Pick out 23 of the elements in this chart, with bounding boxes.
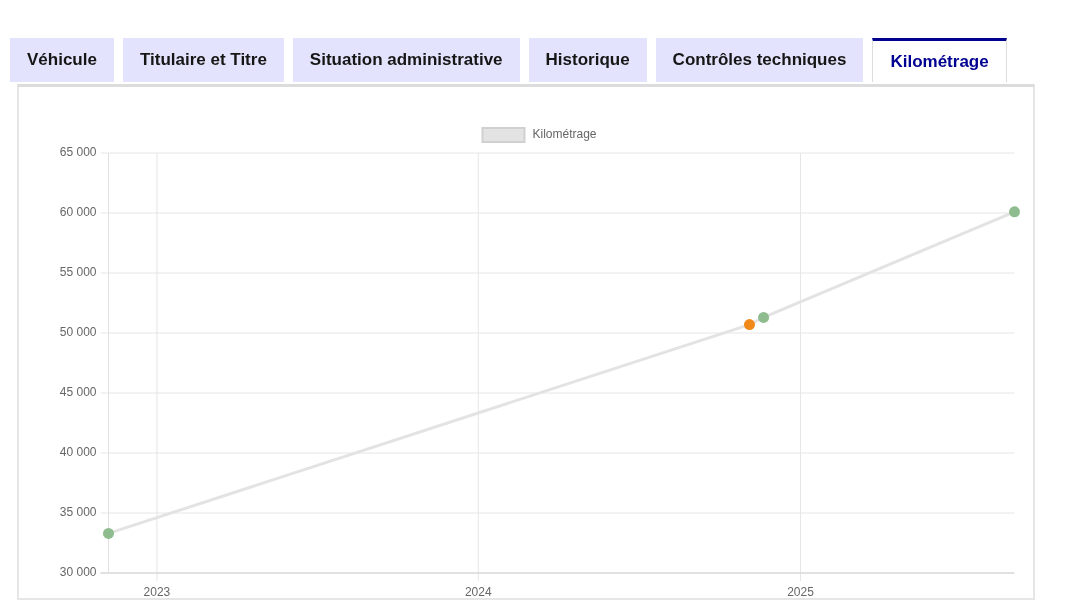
x-tick-label: 2024: [464, 585, 492, 600]
tab: Titulaire et Titre: [122, 38, 284, 82]
y-tick-label: 45 000: [59, 385, 97, 400]
y-tick-label: 60 000: [59, 205, 97, 220]
y-tick-label: 35 000: [59, 505, 97, 520]
tab: Contrôles techniques: [655, 38, 864, 82]
y-tick-label: 30 000: [59, 565, 97, 580]
tab: Situation administrative: [292, 38, 520, 82]
point: [103, 527, 114, 539]
active-tab: Kilométrage: [872, 38, 1007, 82]
point: [743, 319, 755, 331]
point: [758, 311, 770, 323]
tab: Véhicule: [10, 38, 114, 82]
y-tick-label: 40 000: [59, 445, 97, 460]
x-tick-label: 2025: [787, 585, 815, 600]
chart-title: Kilométrage: [890, 51, 989, 72]
x-tick-label: 2023: [143, 585, 171, 600]
point: [1009, 206, 1020, 218]
y-tick-label: 65 000: [59, 145, 97, 160]
y-tick-label: 55 000: [59, 265, 97, 280]
tab: Historique: [528, 38, 647, 82]
legend-label: Kilométrage: [532, 127, 597, 142]
y-tick-label: 50 000: [59, 325, 97, 340]
